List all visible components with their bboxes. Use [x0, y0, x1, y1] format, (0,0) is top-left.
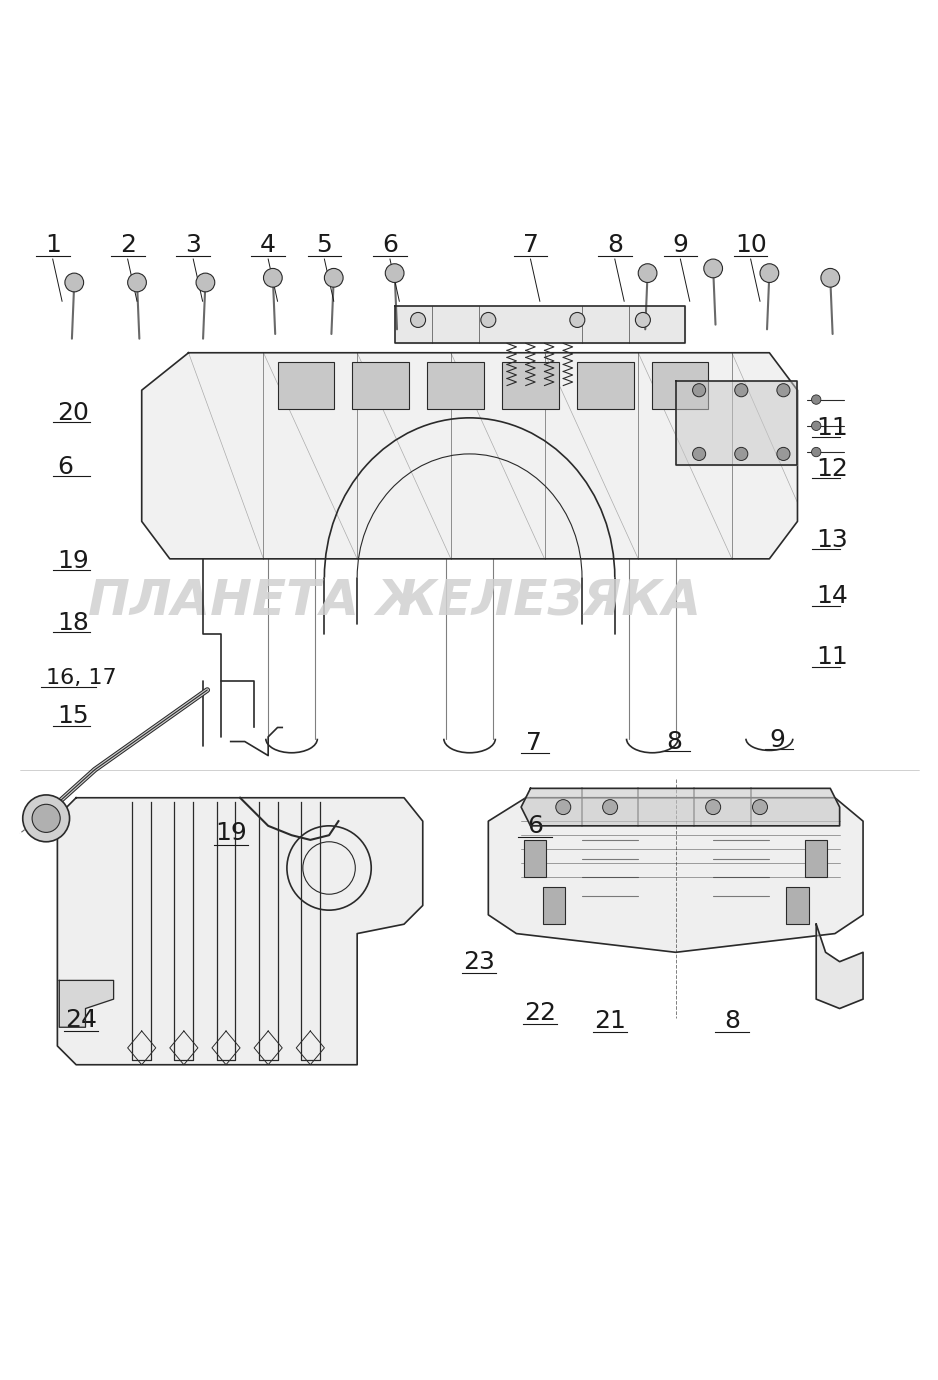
- Text: 21: 21: [594, 1009, 626, 1032]
- Text: 3: 3: [186, 233, 201, 257]
- Polygon shape: [816, 925, 863, 1009]
- Circle shape: [23, 795, 69, 842]
- Circle shape: [692, 384, 705, 397]
- Circle shape: [264, 269, 282, 287]
- Polygon shape: [395, 306, 685, 344]
- Circle shape: [411, 312, 426, 327]
- Text: 14: 14: [816, 584, 848, 609]
- Text: 8: 8: [666, 730, 682, 753]
- Text: 12: 12: [816, 457, 848, 480]
- Circle shape: [704, 259, 722, 277]
- Text: 15: 15: [57, 704, 89, 729]
- Text: 4: 4: [260, 233, 276, 257]
- Text: 6: 6: [527, 814, 543, 838]
- Circle shape: [32, 805, 60, 832]
- Text: 2: 2: [120, 233, 136, 257]
- Text: 10: 10: [734, 233, 766, 257]
- Text: 5: 5: [316, 233, 332, 257]
- Circle shape: [635, 312, 650, 327]
- Text: 6: 6: [57, 455, 73, 479]
- Polygon shape: [522, 788, 840, 825]
- Circle shape: [811, 395, 821, 404]
- Text: 6: 6: [382, 233, 398, 257]
- Text: 8: 8: [607, 233, 623, 257]
- Bar: [278, 362, 334, 408]
- Bar: [577, 362, 633, 408]
- Polygon shape: [57, 798, 423, 1065]
- Bar: [543, 887, 566, 925]
- Text: 16, 17: 16, 17: [46, 668, 116, 687]
- Circle shape: [811, 421, 821, 431]
- Text: 18: 18: [57, 610, 89, 635]
- Circle shape: [196, 273, 215, 291]
- Text: 9: 9: [769, 727, 785, 752]
- Bar: [524, 840, 547, 878]
- Text: 13: 13: [816, 529, 848, 552]
- Circle shape: [734, 384, 748, 397]
- Circle shape: [65, 273, 83, 291]
- Text: 24: 24: [65, 1007, 97, 1032]
- Circle shape: [760, 264, 779, 283]
- Text: 19: 19: [215, 821, 247, 846]
- Polygon shape: [59, 980, 113, 1027]
- Text: 7: 7: [526, 731, 541, 755]
- Bar: [786, 887, 809, 925]
- Text: 19: 19: [57, 549, 89, 573]
- Polygon shape: [675, 381, 797, 465]
- Circle shape: [325, 269, 343, 287]
- Bar: [652, 362, 708, 408]
- Text: 8: 8: [724, 1009, 740, 1032]
- Bar: [503, 362, 559, 408]
- Circle shape: [821, 269, 840, 287]
- Circle shape: [692, 447, 705, 461]
- Text: 20: 20: [57, 400, 89, 425]
- Text: 11: 11: [816, 646, 848, 669]
- Circle shape: [481, 312, 496, 327]
- Circle shape: [128, 273, 146, 291]
- Circle shape: [811, 447, 821, 457]
- Polygon shape: [489, 798, 863, 952]
- Bar: [353, 362, 409, 408]
- Bar: [428, 362, 484, 408]
- Circle shape: [705, 799, 720, 814]
- Circle shape: [386, 264, 404, 283]
- Circle shape: [569, 312, 584, 327]
- Circle shape: [638, 264, 657, 283]
- Circle shape: [602, 799, 617, 814]
- Text: 22: 22: [523, 1002, 556, 1025]
- Circle shape: [734, 447, 748, 461]
- Text: 23: 23: [463, 949, 495, 974]
- Text: 9: 9: [673, 233, 688, 257]
- Text: 1: 1: [45, 233, 61, 257]
- Bar: [805, 840, 827, 878]
- Circle shape: [752, 799, 767, 814]
- Polygon shape: [142, 353, 797, 559]
- Text: 11: 11: [816, 415, 848, 440]
- Text: 7: 7: [522, 233, 538, 257]
- Circle shape: [777, 384, 790, 397]
- Circle shape: [777, 447, 790, 461]
- Circle shape: [556, 799, 570, 814]
- Text: ПЛАНЕТА ЖЕЛЕЗЯКА: ПЛАНЕТА ЖЕЛЕЗЯКА: [88, 577, 701, 625]
